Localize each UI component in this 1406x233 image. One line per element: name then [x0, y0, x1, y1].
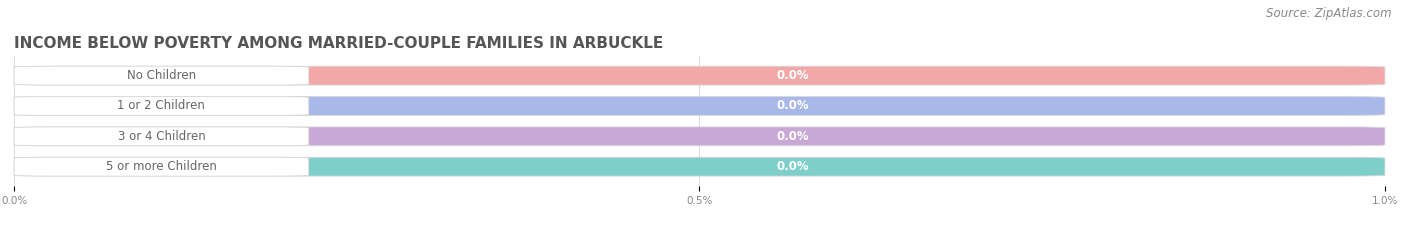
FancyBboxPatch shape — [14, 157, 1385, 176]
Text: 0.0%: 0.0% — [776, 99, 810, 113]
Text: 5 or more Children: 5 or more Children — [105, 160, 217, 173]
Text: No Children: No Children — [127, 69, 195, 82]
FancyBboxPatch shape — [14, 66, 309, 85]
FancyBboxPatch shape — [14, 127, 1385, 146]
FancyBboxPatch shape — [14, 127, 309, 146]
Text: 3 or 4 Children: 3 or 4 Children — [118, 130, 205, 143]
Text: Source: ZipAtlas.com: Source: ZipAtlas.com — [1267, 7, 1392, 20]
FancyBboxPatch shape — [14, 97, 309, 115]
Text: 0.0%: 0.0% — [776, 69, 810, 82]
FancyBboxPatch shape — [14, 157, 309, 176]
Text: 1 or 2 Children: 1 or 2 Children — [118, 99, 205, 113]
Text: 0.0%: 0.0% — [776, 130, 810, 143]
Text: INCOME BELOW POVERTY AMONG MARRIED-COUPLE FAMILIES IN ARBUCKLE: INCOME BELOW POVERTY AMONG MARRIED-COUPL… — [14, 36, 664, 51]
FancyBboxPatch shape — [14, 66, 1385, 85]
FancyBboxPatch shape — [14, 97, 1385, 115]
Text: 0.0%: 0.0% — [776, 160, 810, 173]
